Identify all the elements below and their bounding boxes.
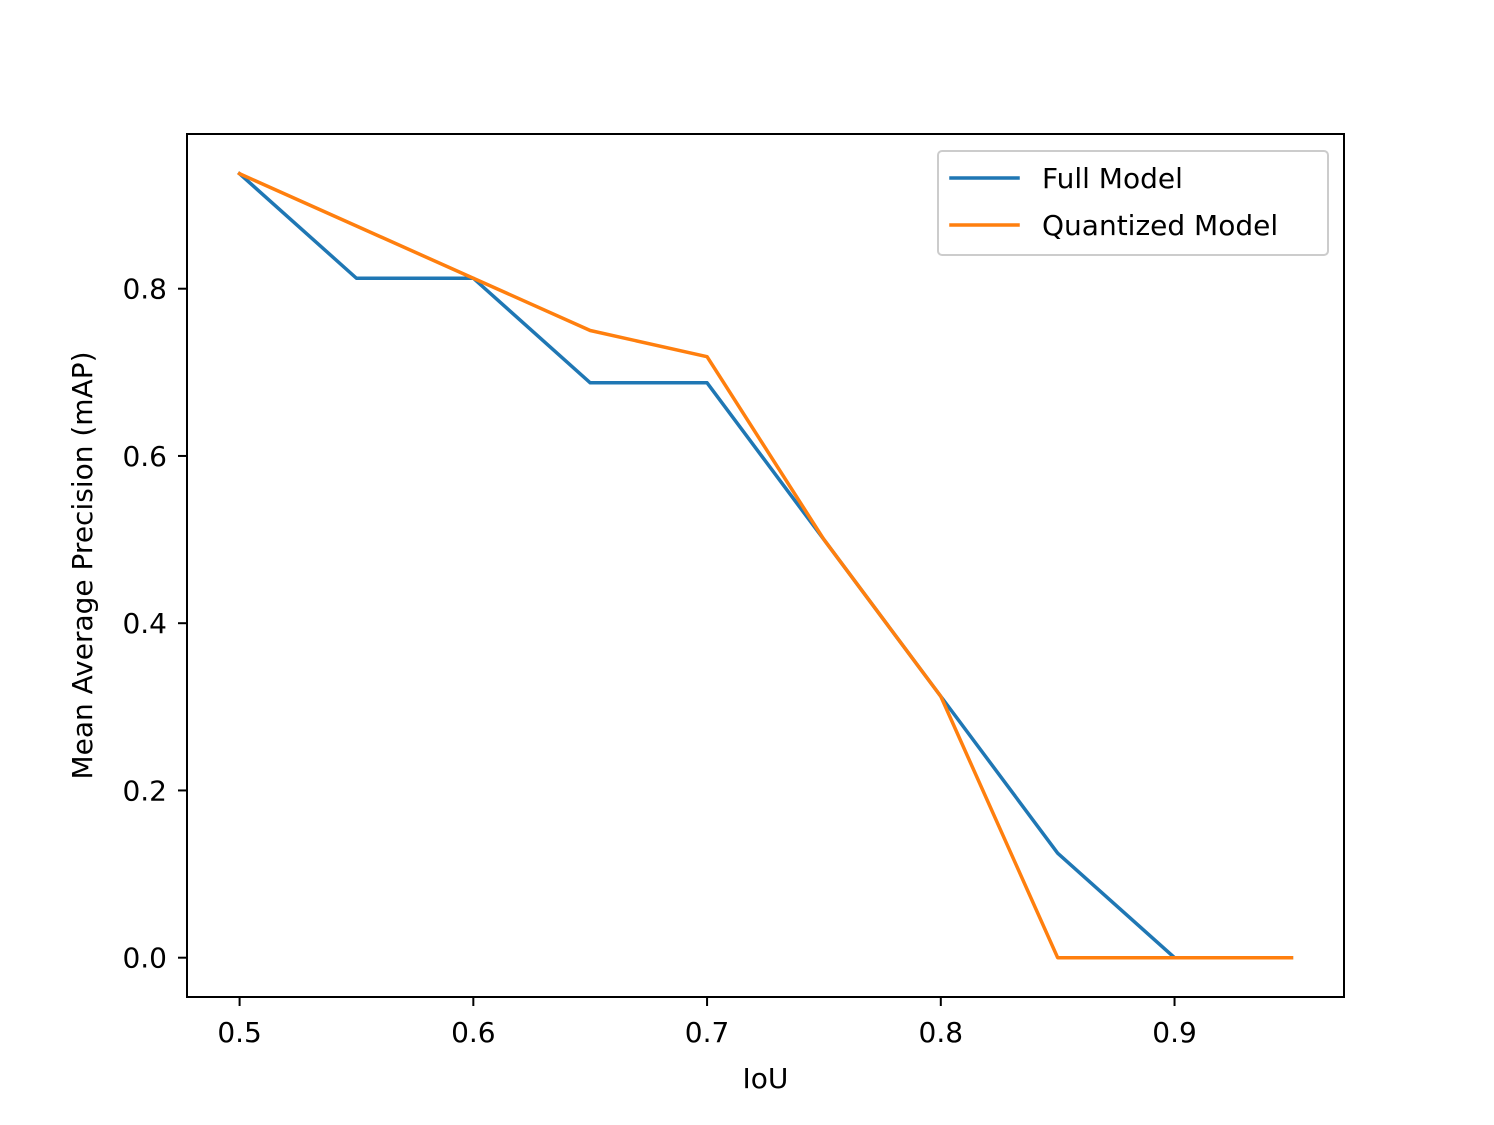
ticks-layer: 0.5 0.6 0.7 0.8 0.9 0.0 0.2 0.4 0.6 0.8	[122, 273, 1196, 1049]
y-axis-label: Mean Average Precision (mAP)	[66, 351, 99, 779]
legend-label: Full Model	[1042, 162, 1183, 195]
x-axis-label: IoU	[743, 1062, 789, 1095]
series-layer	[237, 171, 1294, 960]
series-line-2	[237, 171, 1294, 960]
y-tick-label: 0.8	[122, 273, 167, 306]
y-tick-label: 0.0	[122, 942, 167, 975]
x-tick-label: 0.7	[685, 1016, 730, 1049]
series-line-1	[237, 171, 1294, 960]
x-tick-label: 0.8	[919, 1016, 964, 1049]
y-tick-label: 0.4	[122, 607, 167, 640]
legend: Full Model Quantized Model	[937, 150, 1329, 256]
y-tick-label: 0.6	[122, 440, 167, 473]
legend-label: Quantized Model	[1042, 209, 1278, 242]
legend-box	[937, 150, 1329, 256]
x-tick-label: 0.5	[217, 1016, 262, 1049]
x-tick-label: 0.6	[451, 1016, 496, 1049]
x-tick-label: 0.9	[1152, 1016, 1197, 1049]
y-tick-label: 0.2	[122, 774, 167, 807]
plot-frame	[186, 133, 1345, 998]
